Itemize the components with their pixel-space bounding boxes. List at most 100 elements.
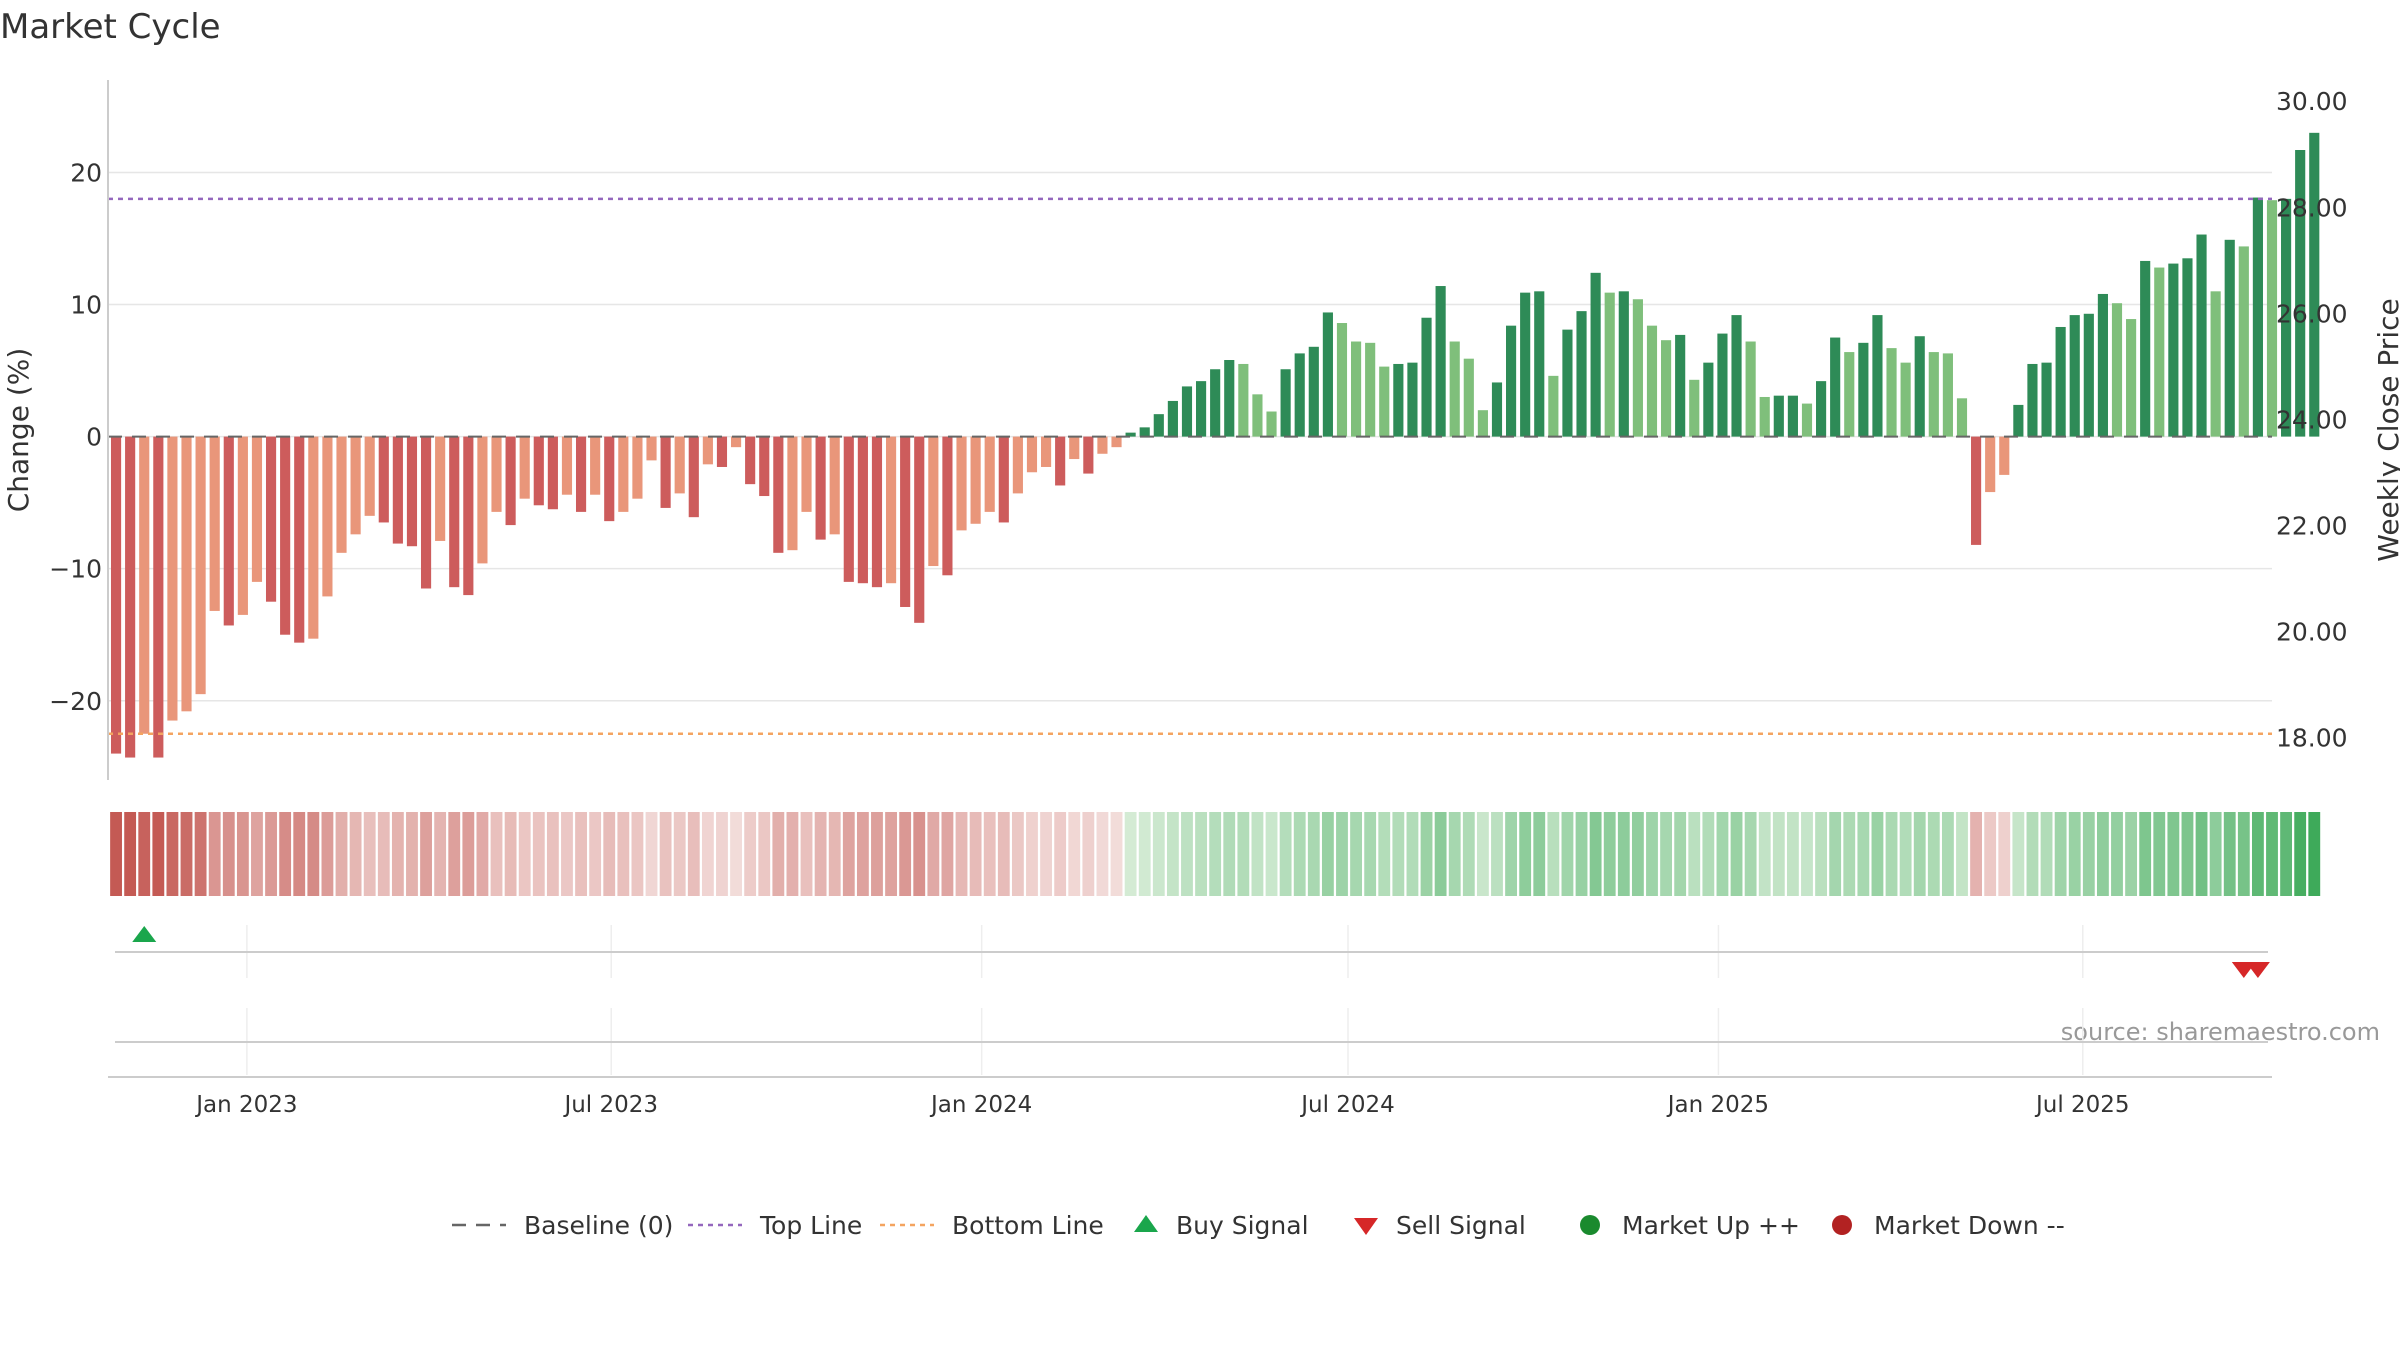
heat-cell	[631, 812, 644, 896]
bar	[449, 436, 460, 588]
bar	[2111, 303, 2123, 437]
heat-cell	[166, 812, 179, 896]
bar	[392, 436, 403, 544]
bar	[491, 436, 502, 512]
bar	[477, 436, 488, 564]
grid-lines	[108, 171, 2272, 1075]
bar	[984, 436, 995, 512]
bar	[1816, 381, 1827, 437]
legend-label: Market Down --	[1874, 1211, 2065, 1240]
bar	[1928, 352, 1939, 437]
chart-title: Market Cycle	[0, 7, 221, 47]
heat-cell	[1110, 812, 1123, 896]
bar	[1125, 432, 1136, 437]
x-tick-label: Jul 2023	[562, 1092, 658, 1118]
bar	[1759, 396, 1770, 437]
heat-cell	[1462, 812, 1475, 896]
legend-circle-swatch	[1832, 1215, 1852, 1235]
x-tick-label: Jan 2023	[194, 1092, 297, 1118]
y-tick-label: 0	[86, 423, 102, 452]
heat-cell	[236, 812, 249, 896]
heat-cell	[2111, 812, 2123, 896]
heat-cell	[152, 812, 165, 896]
heat-cell	[2237, 812, 2250, 896]
heat-cell	[1772, 812, 1785, 896]
heat-cell	[1674, 812, 1687, 896]
heat-cell	[1476, 812, 1489, 896]
y2-tick-label: 24.00	[2276, 405, 2348, 434]
bar	[1576, 311, 1587, 437]
heat-cell	[969, 812, 982, 896]
heat-cell	[2054, 812, 2067, 896]
heat-cell	[1660, 812, 1672, 896]
bar	[1872, 315, 1883, 437]
heat-cell	[462, 812, 475, 896]
bar	[2252, 197, 2263, 437]
y2-axis-label: Weekly Close Price	[2372, 298, 2400, 561]
heat-cell	[1730, 812, 1743, 896]
heat-cell	[1307, 812, 1320, 896]
bar	[1477, 410, 1488, 437]
bar	[505, 436, 516, 526]
bar	[364, 436, 375, 516]
heat-cell	[391, 812, 404, 896]
bar	[970, 436, 981, 524]
y2-tick-label: 26.00	[2276, 299, 2348, 328]
y-axis-label: Change (%)	[2, 348, 35, 513]
bar	[1294, 353, 1305, 437]
heat-cell	[279, 812, 292, 896]
heat-cell	[1533, 812, 1546, 896]
bar	[1773, 395, 1784, 437]
heat-cell	[1209, 812, 1222, 896]
bar	[1830, 337, 1841, 437]
heat-cell	[349, 812, 362, 896]
bar	[533, 436, 544, 506]
bar	[1266, 411, 1277, 437]
bar	[2224, 239, 2235, 437]
y2-tick-label: 18.00	[2276, 724, 2348, 753]
legend-label: Market Up ++	[1622, 1211, 1800, 1240]
bar	[1703, 362, 1714, 437]
y-tick-label: −10	[49, 555, 102, 584]
bar	[2196, 234, 2207, 437]
bar	[195, 436, 206, 695]
heat-cell	[1237, 812, 1250, 896]
heat-cell	[1899, 812, 1912, 896]
bar	[1590, 272, 1601, 437]
heat-cell	[1941, 812, 1954, 896]
heat-cell	[871, 812, 883, 896]
bar	[1463, 358, 1474, 437]
x-tick-label: Jul 2025	[2034, 1092, 2130, 1118]
heat-cell	[2181, 812, 2194, 896]
heat-cell	[1547, 812, 1560, 896]
heat-cell	[1603, 812, 1616, 896]
heat-cell	[575, 812, 587, 896]
bar	[251, 436, 263, 582]
bar	[702, 436, 713, 465]
heat-cell	[1068, 812, 1081, 896]
heat-cell	[687, 812, 700, 896]
bar	[2168, 263, 2179, 437]
bar	[1618, 291, 1629, 437]
heat-cell	[913, 812, 926, 896]
bar	[871, 436, 883, 588]
bar	[2309, 132, 2320, 437]
bar	[759, 436, 770, 497]
bar	[2154, 267, 2165, 437]
heat-cell	[673, 812, 686, 896]
bar	[1914, 336, 1925, 437]
heat-cell	[1406, 812, 1419, 896]
heat-cell	[476, 812, 489, 896]
bar	[2013, 404, 2024, 437]
bar	[1393, 363, 1404, 437]
axes: −20 −10 0 10 20 18.00 20.00 22.00 24.00 26.00 28.0…	[49, 80, 2348, 1118]
bar	[519, 436, 530, 499]
heat-cell	[2209, 812, 2222, 896]
heat-cell	[448, 812, 461, 896]
heat-cell	[1321, 812, 1334, 896]
legend-label: Sell Signal	[1396, 1211, 1526, 1240]
bar	[1280, 369, 1291, 437]
heat-cell	[1491, 812, 1503, 896]
heat-cell	[2251, 812, 2264, 896]
